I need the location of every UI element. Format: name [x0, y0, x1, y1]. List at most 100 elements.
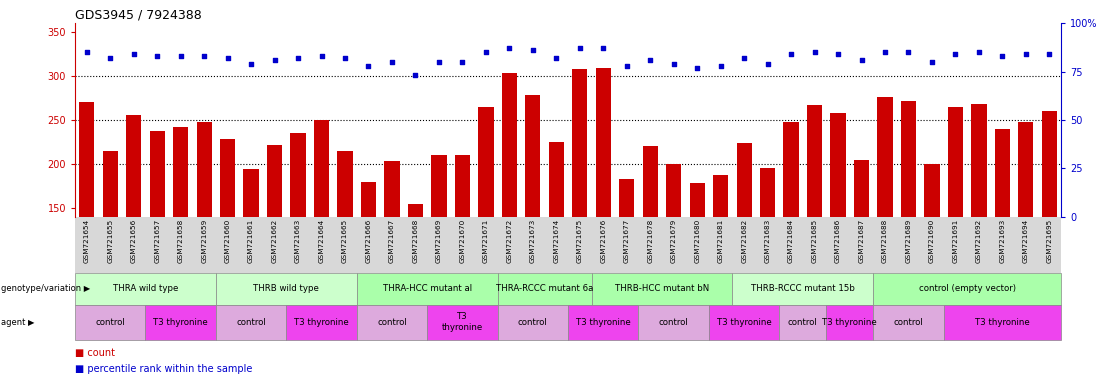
Bar	[619, 179, 634, 340]
Point	[476, 49, 494, 55]
Point	[1017, 51, 1035, 57]
Bar	[196, 122, 212, 340]
Bar	[854, 160, 869, 340]
Bar	[807, 105, 822, 340]
Text: THRA wild type: THRA wild type	[113, 284, 178, 293]
Point	[829, 51, 847, 57]
Point	[148, 53, 167, 59]
Point	[218, 55, 236, 61]
Point	[665, 61, 683, 67]
Bar	[1018, 122, 1034, 340]
Bar	[831, 113, 846, 340]
Point	[641, 57, 658, 63]
Bar	[173, 127, 189, 340]
Bar	[525, 95, 540, 340]
Bar	[267, 145, 282, 340]
Bar	[126, 115, 141, 340]
Point	[430, 59, 448, 65]
Bar	[572, 69, 588, 340]
Point	[547, 55, 565, 61]
Bar	[901, 101, 917, 340]
Text: T3
thyronine: T3 thyronine	[442, 313, 483, 332]
Point	[407, 72, 425, 78]
Text: ■ percentile rank within the sample: ■ percentile rank within the sample	[75, 364, 253, 374]
Bar	[454, 155, 470, 340]
Bar	[244, 169, 259, 340]
Bar	[479, 107, 493, 340]
Bar	[1041, 111, 1057, 340]
Text: control: control	[236, 318, 266, 327]
Bar	[596, 68, 611, 340]
Text: T3 thyronine: T3 thyronine	[717, 318, 771, 327]
Bar	[877, 97, 892, 340]
Point	[923, 59, 941, 65]
Text: T3 thyronine: T3 thyronine	[975, 318, 1030, 327]
Bar	[150, 131, 164, 340]
Text: THRB-HCC mutant bN: THRB-HCC mutant bN	[614, 284, 709, 293]
Bar	[79, 103, 95, 340]
Point	[688, 65, 706, 71]
Bar	[338, 151, 353, 340]
Point	[711, 63, 729, 69]
Text: GDS3945 / 7924388: GDS3945 / 7924388	[75, 9, 202, 22]
Point	[971, 49, 988, 55]
Point	[266, 57, 283, 63]
Bar	[361, 182, 376, 340]
Point	[125, 51, 142, 57]
Bar	[947, 107, 963, 340]
Point	[571, 45, 589, 51]
Point	[736, 55, 753, 61]
Bar	[219, 139, 235, 340]
Bar	[290, 133, 306, 340]
Point	[501, 45, 518, 51]
Bar	[643, 146, 657, 340]
Text: T3 thyronine: T3 thyronine	[153, 318, 208, 327]
Bar	[384, 161, 399, 340]
Text: THRB wild type: THRB wild type	[254, 284, 319, 293]
Point	[383, 59, 400, 65]
Text: T3 thyronine: T3 thyronine	[295, 318, 349, 327]
Bar	[995, 129, 1010, 340]
Point	[759, 61, 777, 67]
Bar	[972, 104, 986, 340]
Bar	[737, 143, 752, 340]
Text: control (empty vector): control (empty vector)	[919, 284, 1016, 293]
Bar	[103, 151, 118, 340]
Point	[805, 49, 823, 55]
Point	[313, 53, 331, 59]
Bar	[431, 155, 447, 340]
Text: THRB-RCCC mutant 15b: THRB-RCCC mutant 15b	[751, 284, 855, 293]
Text: T3 thyronine: T3 thyronine	[823, 318, 877, 327]
Bar	[666, 164, 682, 340]
Point	[78, 49, 96, 55]
Bar	[924, 164, 940, 340]
Bar	[713, 175, 728, 340]
Point	[946, 51, 964, 57]
Bar	[408, 204, 424, 340]
Point	[195, 53, 213, 59]
Point	[289, 55, 307, 61]
Point	[172, 53, 190, 59]
Point	[243, 61, 260, 67]
Text: control: control	[377, 318, 407, 327]
Point	[994, 53, 1011, 59]
Point	[360, 63, 377, 69]
Text: genotype/variation ▶: genotype/variation ▶	[1, 284, 90, 293]
Text: T3 thyronine: T3 thyronine	[576, 318, 631, 327]
Bar	[689, 184, 705, 340]
Bar	[783, 122, 799, 340]
Point	[900, 49, 918, 55]
Text: control: control	[95, 318, 125, 327]
Text: ■ count: ■ count	[75, 348, 115, 358]
Point	[524, 47, 542, 53]
Point	[336, 55, 354, 61]
Bar	[314, 120, 329, 340]
Text: agent ▶: agent ▶	[1, 318, 34, 327]
Point	[782, 51, 800, 57]
Point	[876, 49, 893, 55]
Bar	[548, 142, 564, 340]
Text: control: control	[518, 318, 548, 327]
Text: THRA-HCC mutant al: THRA-HCC mutant al	[383, 284, 472, 293]
Text: control: control	[893, 318, 923, 327]
Text: THRA-RCCC mutant 6a: THRA-RCCC mutant 6a	[496, 284, 593, 293]
